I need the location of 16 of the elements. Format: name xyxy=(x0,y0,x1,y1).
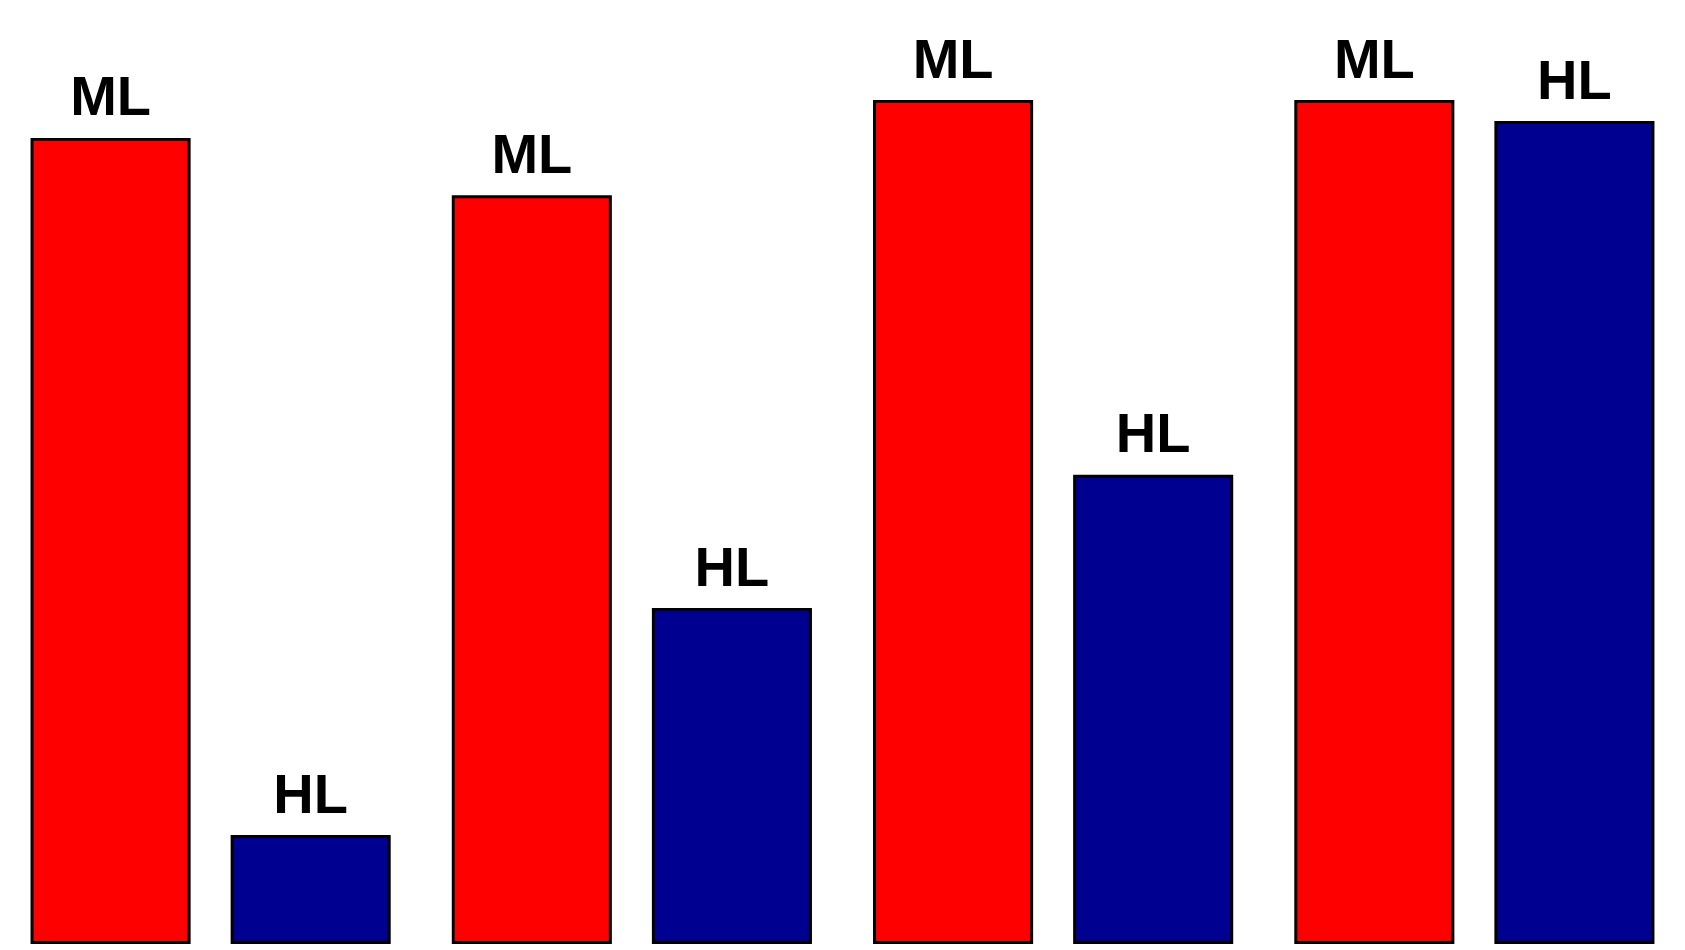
text: ML xyxy=(912,26,994,90)
bar xyxy=(873,100,1034,944)
text: HL xyxy=(694,534,770,598)
bar xyxy=(230,835,391,944)
text: HL xyxy=(1537,47,1612,111)
bar xyxy=(451,195,612,944)
bar xyxy=(1494,121,1655,944)
text: ML xyxy=(1333,26,1415,90)
bar xyxy=(651,608,812,944)
bar xyxy=(1073,474,1234,944)
bar xyxy=(30,137,191,944)
text: ML xyxy=(491,121,573,185)
series-label: ML xyxy=(70,64,152,128)
bar xyxy=(1294,100,1455,944)
text: HL xyxy=(1115,401,1191,465)
series-label: HL xyxy=(273,761,348,825)
